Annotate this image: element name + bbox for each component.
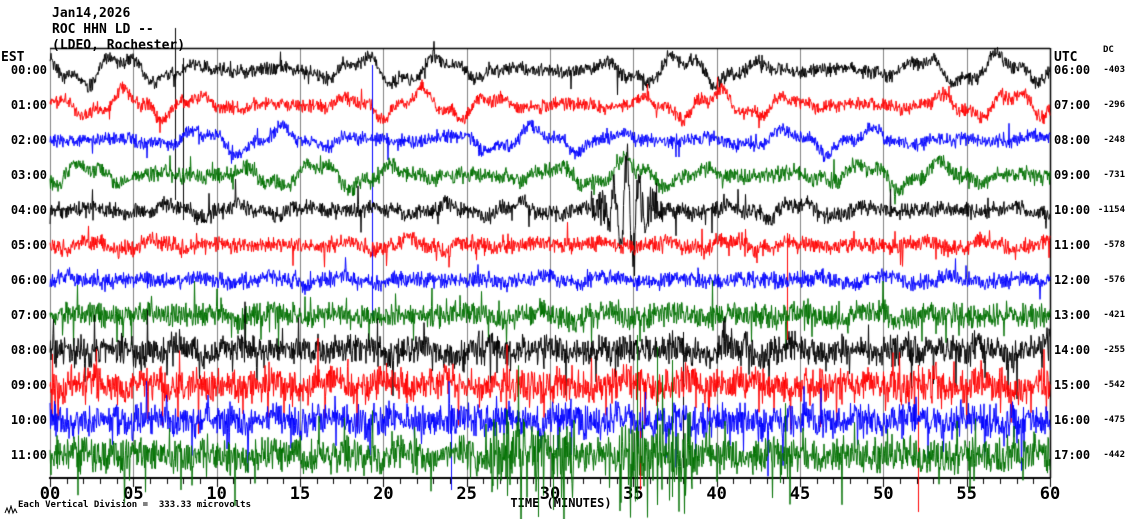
dc-value: -542 [1103, 380, 1125, 390]
est-hour-label: 05:00 [10, 238, 47, 252]
dc-value: -296 [1103, 100, 1125, 110]
utc-hour-label: 14:00 [1054, 343, 1091, 357]
est-axis-label: EST [1, 50, 25, 65]
est-hour-label: 04:00 [10, 203, 47, 217]
dc-value: -475 [1103, 415, 1125, 425]
utc-hour-label: 11:00 [1054, 238, 1091, 252]
utc-hour-label: 15:00 [1054, 378, 1091, 392]
dc-value: -578 [1103, 240, 1125, 250]
utc-hour-label: 07:00 [1054, 98, 1091, 112]
utc-hour-label: 12:00 [1054, 273, 1091, 287]
utc-hour-label: 16:00 [1054, 413, 1091, 427]
dc-value: -403 [1103, 65, 1125, 75]
dc-value: -731 [1103, 170, 1125, 180]
est-hour-label: 08:00 [10, 343, 47, 357]
est-hour-label: 10:00 [10, 413, 47, 427]
utc-hour-label: 10:00 [1054, 203, 1091, 217]
est-hour-label: 09:00 [10, 378, 47, 392]
utc-hour-label: 13:00 [1054, 308, 1091, 322]
est-hour-label: 07:00 [10, 308, 47, 322]
utc-hour-label: 06:00 [1054, 63, 1091, 77]
utc-hour-label: 09:00 [1054, 168, 1091, 182]
dc-value: -442 [1103, 450, 1125, 460]
dc-value: -248 [1103, 135, 1125, 145]
est-hour-label: 02:00 [10, 133, 47, 147]
dc-value: -576 [1103, 275, 1125, 285]
utc-axis-label: UTC [1054, 50, 1078, 65]
utc-hour-label: 08:00 [1054, 133, 1091, 147]
est-hour-label: 03:00 [10, 168, 47, 182]
est-hour-label: 01:00 [10, 98, 47, 112]
est-hour-label: 06:00 [10, 273, 47, 287]
dc-value: -421 [1103, 310, 1125, 320]
dc-value: -255 [1103, 345, 1125, 355]
dc-value: -1154 [1097, 205, 1125, 215]
est-hour-label: 00:00 [10, 63, 47, 77]
dc-column-label: DC [1103, 45, 1114, 55]
utc-hour-label: 17:00 [1054, 448, 1091, 462]
est-hour-label: 11:00 [10, 448, 47, 462]
